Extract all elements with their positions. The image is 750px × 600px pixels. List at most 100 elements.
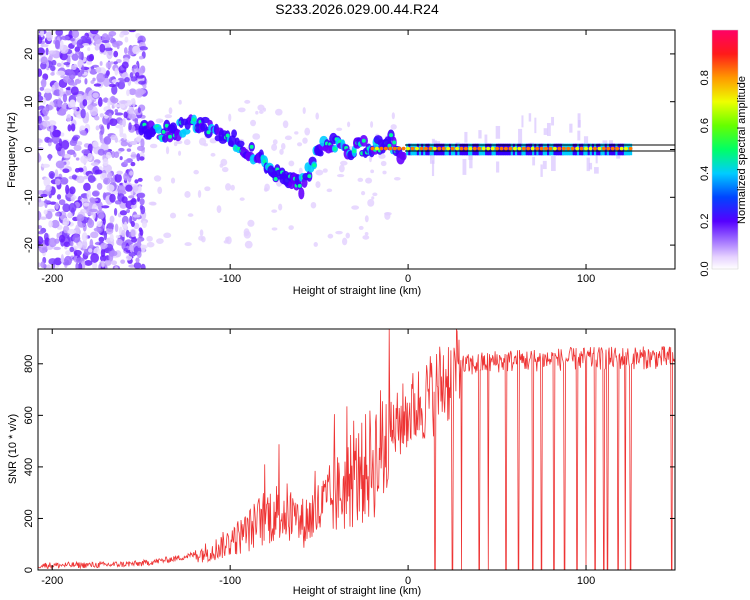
spec-noise-cell bbox=[280, 142, 286, 150]
spec-noise-cell bbox=[358, 225, 364, 230]
spec-noise-cell bbox=[244, 240, 253, 249]
spec-tone-peak-cell bbox=[601, 146, 606, 151]
spec-noise-cell bbox=[132, 64, 138, 69]
spec-streak-cell bbox=[577, 130, 581, 141]
spec-noise-cell bbox=[92, 191, 100, 197]
spec-noise-cell bbox=[259, 110, 264, 114]
spec-noise-cell bbox=[165, 146, 170, 155]
spec-noise-cell bbox=[109, 215, 115, 223]
spec-noise-cell bbox=[48, 258, 57, 265]
spec-ridge-cell bbox=[200, 116, 210, 124]
spec-noise-cell bbox=[123, 47, 128, 54]
spec-noise-cell bbox=[302, 107, 306, 114]
spec-tone-peak-cell bbox=[370, 146, 375, 151]
spec-noise-cell bbox=[56, 70, 66, 76]
spec-noise-cell bbox=[278, 203, 283, 211]
spec-noise-cell bbox=[103, 177, 111, 185]
spec-noise-cell bbox=[294, 131, 299, 135]
spec-noise-cell bbox=[81, 239, 88, 250]
spec-noise-cell bbox=[128, 251, 136, 257]
spec-tone-cell bbox=[555, 143, 560, 156]
spec-noise-cell bbox=[46, 264, 52, 269]
snr-xtick-label-1: -100 bbox=[219, 575, 241, 587]
spec-noise-cell bbox=[262, 107, 267, 112]
spec-xtick-label-0: -200 bbox=[41, 273, 63, 285]
spec-ridge-cell bbox=[155, 126, 163, 134]
spec-noise-cell bbox=[104, 47, 113, 51]
spec-noise-cell bbox=[124, 77, 130, 83]
spec-noise-cell bbox=[92, 77, 96, 82]
spec-noise-cell bbox=[361, 190, 366, 196]
spec-tone-peak-cell bbox=[499, 146, 504, 151]
spec-noise-cell bbox=[97, 201, 103, 211]
spec-noise-cell bbox=[48, 50, 57, 55]
spec-ridge-peak-cell bbox=[206, 130, 211, 135]
spec-noise-cell bbox=[125, 184, 133, 192]
spec-noise-cell bbox=[48, 138, 54, 143]
spec-noise-cell bbox=[128, 122, 132, 131]
spec-noise-cell bbox=[87, 104, 94, 111]
spec-noise-cell bbox=[362, 235, 370, 240]
spec-noise-cell bbox=[60, 132, 65, 137]
spec-noise-cell bbox=[59, 40, 64, 51]
spec-noise-cell bbox=[105, 61, 112, 69]
colorbar-tick-label-2: 0.4 bbox=[699, 166, 711, 181]
spec-noise-cell bbox=[113, 151, 120, 158]
snr-xtick-label-0: -200 bbox=[41, 575, 63, 587]
spec-noise-cell bbox=[345, 232, 350, 239]
spec-tone-peak-cell bbox=[379, 146, 384, 151]
spec-noise-cell bbox=[55, 160, 65, 169]
spec-noise-cell bbox=[106, 49, 113, 60]
spec-noise-cell bbox=[120, 259, 126, 264]
spec-tone-peak-cell bbox=[619, 146, 624, 151]
spec-noise-cell bbox=[128, 30, 137, 33]
spec-noise-cell bbox=[71, 106, 79, 110]
spec-noise-cell bbox=[76, 39, 85, 49]
spec-noise-cell bbox=[102, 158, 109, 166]
spec-tone-peak-cell bbox=[610, 146, 615, 151]
spec-noise-cell bbox=[76, 175, 85, 184]
spec-noise-cell bbox=[371, 196, 375, 200]
spec-noise-cell bbox=[94, 45, 100, 51]
spectrogram-ylabel: Frequency (Hz) bbox=[6, 112, 18, 188]
spec-noise-cell bbox=[77, 72, 83, 77]
spec-noise-cell bbox=[126, 89, 130, 97]
spec-noise-cell bbox=[38, 142, 41, 147]
spec-ytick-label-1: 10 bbox=[23, 96, 35, 108]
spec-noise-cell bbox=[97, 148, 105, 156]
spec-noise-cell bbox=[43, 209, 48, 215]
spec-noise-cell bbox=[130, 161, 136, 167]
spec-ridge-peak-cell bbox=[225, 133, 230, 138]
spec-noise-cell bbox=[146, 241, 155, 248]
spec-noise-cell bbox=[141, 220, 147, 229]
spec-noise-cell bbox=[68, 202, 77, 213]
spec-noise-cell bbox=[90, 162, 99, 167]
spec-noise-cell bbox=[315, 169, 324, 176]
spec-noise-cell bbox=[219, 163, 224, 168]
spec-noise-cell bbox=[391, 112, 395, 120]
spec-tone-peak-cell bbox=[539, 146, 544, 151]
spec-noise-cell bbox=[367, 198, 375, 207]
spec-noise-cell bbox=[38, 230, 44, 235]
spec-noise-cell bbox=[135, 135, 142, 142]
spec-ridge-cell bbox=[181, 128, 191, 135]
spec-noise-cell bbox=[113, 104, 122, 108]
spec-noise-cell bbox=[48, 153, 52, 161]
spec-noise-cell bbox=[187, 213, 194, 217]
spec-tone-peak-cell bbox=[450, 146, 455, 151]
spec-noise-cell bbox=[123, 111, 128, 119]
spec-noise-cell bbox=[40, 193, 48, 198]
spec-noise-cell bbox=[336, 174, 345, 178]
spec-noise-cell bbox=[119, 210, 128, 216]
spec-noise-cell bbox=[54, 169, 59, 177]
spec-noise-cell bbox=[86, 189, 92, 200]
spec-noise-cell bbox=[71, 174, 78, 180]
colorbar-tick-label-4: 0.8 bbox=[699, 70, 711, 85]
spec-noise-cell bbox=[101, 40, 110, 44]
spec-noise-cell bbox=[106, 222, 115, 230]
spec-noise-cell bbox=[92, 92, 99, 99]
spec-noise-cell bbox=[105, 227, 114, 235]
spec-noise-cell bbox=[146, 235, 153, 242]
spec-noise-cell bbox=[103, 135, 112, 145]
spec-tone-peak-cell bbox=[397, 146, 402, 151]
